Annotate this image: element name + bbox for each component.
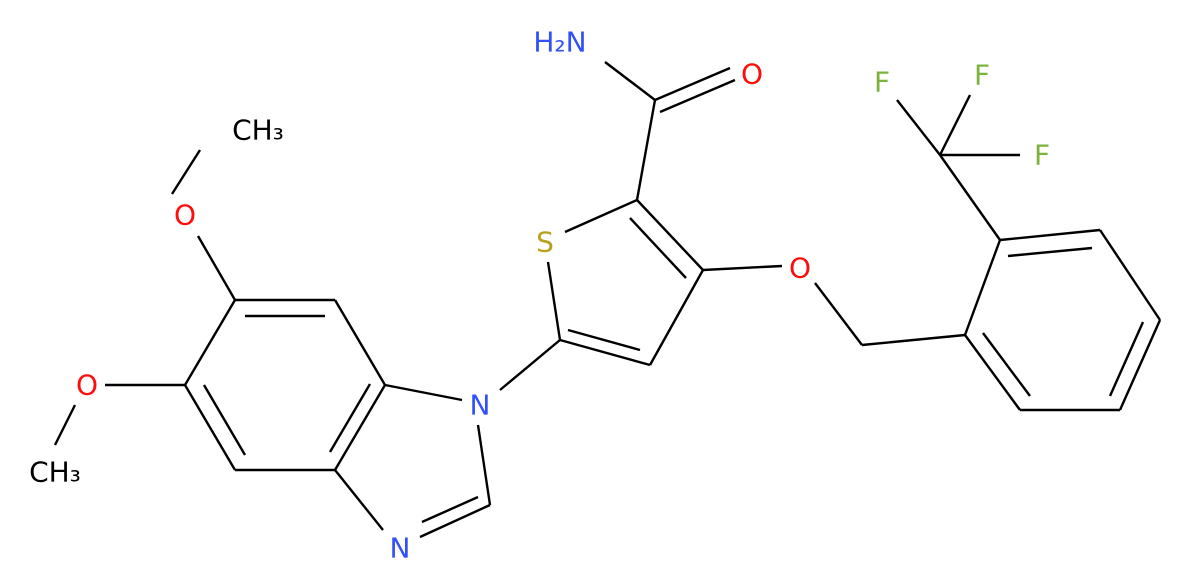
atom-label: N bbox=[390, 532, 411, 565]
atom-label: H₂N bbox=[533, 26, 586, 59]
atom-label: CH₃ bbox=[232, 114, 284, 147]
atom-label: S bbox=[536, 226, 554, 259]
atom-label: N bbox=[470, 389, 491, 422]
atom-label: F bbox=[974, 59, 990, 92]
atom-label: O bbox=[789, 252, 811, 285]
bonds bbox=[53, 61, 1162, 539]
atom-label: F bbox=[1034, 139, 1050, 172]
atom-label: CH₃ bbox=[29, 456, 81, 489]
atom-labels: H₂N O F F F S O CH₃ O O CH₃ N N bbox=[29, 26, 1050, 565]
atom-label: F bbox=[874, 66, 890, 99]
atom-label: O bbox=[741, 58, 763, 91]
atom-label: O bbox=[174, 199, 196, 232]
atom-label: O bbox=[76, 369, 98, 402]
